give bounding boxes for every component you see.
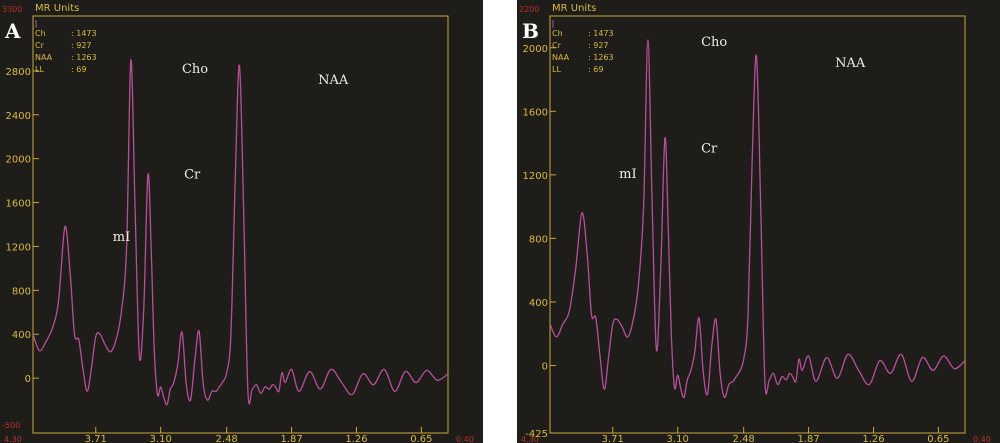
plot-frame [549, 15, 966, 434]
y-tick-label: -425 [525, 429, 548, 440]
peak-label: mI [113, 230, 130, 245]
axis-title: MR Units [35, 3, 79, 14]
spectrum-chart-b: MR Units 2200 4.30 0.40 -425 0 400 800 1200 1600 2… [519, 3, 991, 443]
peak-label: Cr [701, 142, 718, 157]
x-tick-label: 2.48 [216, 434, 238, 443]
y-tick-label: 1600 [523, 107, 548, 118]
plot-frame [32, 15, 449, 434]
x-tick-label: 1.26 [345, 434, 367, 443]
y-tick-label: 2800 [6, 67, 31, 78]
x-tick-label: 0.65 [927, 434, 949, 443]
spectrum-line [549, 39, 966, 399]
legend-name: Ch [35, 29, 46, 38]
y-tick-label: 800 [12, 286, 31, 297]
y-tick-label: 2400 [6, 111, 31, 122]
spectrum-line [32, 59, 449, 406]
x-tick-label: 3.71 [602, 434, 624, 443]
peak-label: NAA [318, 73, 349, 88]
spectrum-panel-a: MR Units 3300 -500 4.30 0.40 0 400 800 1200 1600 2… [0, 0, 483, 443]
x-edge-label-left: 4.30 [4, 435, 22, 443]
y-tick-label: 400 [529, 298, 548, 309]
peak-label: Cho [701, 35, 727, 50]
legend-value: : 1473 [71, 29, 97, 38]
peak-label: mI [619, 167, 636, 182]
legend-name: Ch [552, 29, 563, 38]
x-tick-label: 1.26 [862, 434, 884, 443]
panel-separator [483, 0, 517, 443]
legend-value: : 927 [588, 41, 609, 50]
x-tick-label: 0.65 [410, 434, 432, 443]
legend-name: NAA [35, 53, 53, 62]
y-tick-label: 0 [25, 374, 31, 385]
legend-name: NAA [552, 53, 570, 62]
y-tick-label: 800 [529, 234, 548, 245]
legend-name: LL [552, 65, 561, 74]
x-edge-label-left: 4.30 [521, 435, 539, 443]
legend-name: LL [35, 65, 44, 74]
axis-title: MR Units [552, 3, 596, 14]
y-tick-label: 2000 [6, 155, 31, 166]
panel-label: A [4, 19, 21, 43]
y-tick-label: 400 [12, 330, 31, 341]
y-tick-label: 0 [542, 361, 548, 372]
spectrum-panel-b: MR Units 2200 4.30 0.40 -425 0 400 800 1200 1600 2… [517, 0, 1000, 443]
x-tick-label: 3.10 [667, 434, 689, 443]
peak-label: Cho [182, 62, 208, 77]
y-tick-label: 1600 [6, 199, 31, 210]
legend-name: Cr [35, 41, 45, 50]
peak-label: NAA [835, 56, 866, 71]
legend-value: : 69 [588, 65, 603, 74]
y-edge-label-top: 2200 [519, 5, 539, 14]
y-edge-label-top: 3300 [2, 5, 22, 14]
y-edge-label-bottom: -500 [2, 421, 20, 430]
x-tick-label: 1.87 [797, 434, 819, 443]
x-tick-label: 3.71 [85, 434, 107, 443]
legend-value: : 69 [71, 65, 86, 74]
x-tick-label: 1.87 [280, 434, 302, 443]
legend-value: : 927 [71, 41, 92, 50]
panel-label: B [522, 19, 539, 43]
peak-label: Cr [184, 167, 201, 182]
x-edge-label-right: 0.40 [973, 435, 991, 443]
spectrum-chart-a: MR Units 3300 -500 4.30 0.40 0 400 800 1200 1600 2… [2, 3, 474, 443]
x-tick-label: 3.10 [150, 434, 172, 443]
legend-value: : 1473 [588, 29, 614, 38]
x-edge-label-right: 0.40 [456, 435, 474, 443]
x-tick-label: 2.48 [733, 434, 755, 443]
legend-value: : 1263 [71, 53, 97, 62]
y-tick-label: 1200 [6, 242, 31, 253]
legend-name: Cr [552, 41, 562, 50]
legend-value: : 1263 [588, 53, 614, 62]
y-tick-label: 2000 [523, 44, 548, 55]
y-tick-label: 1200 [523, 171, 548, 182]
